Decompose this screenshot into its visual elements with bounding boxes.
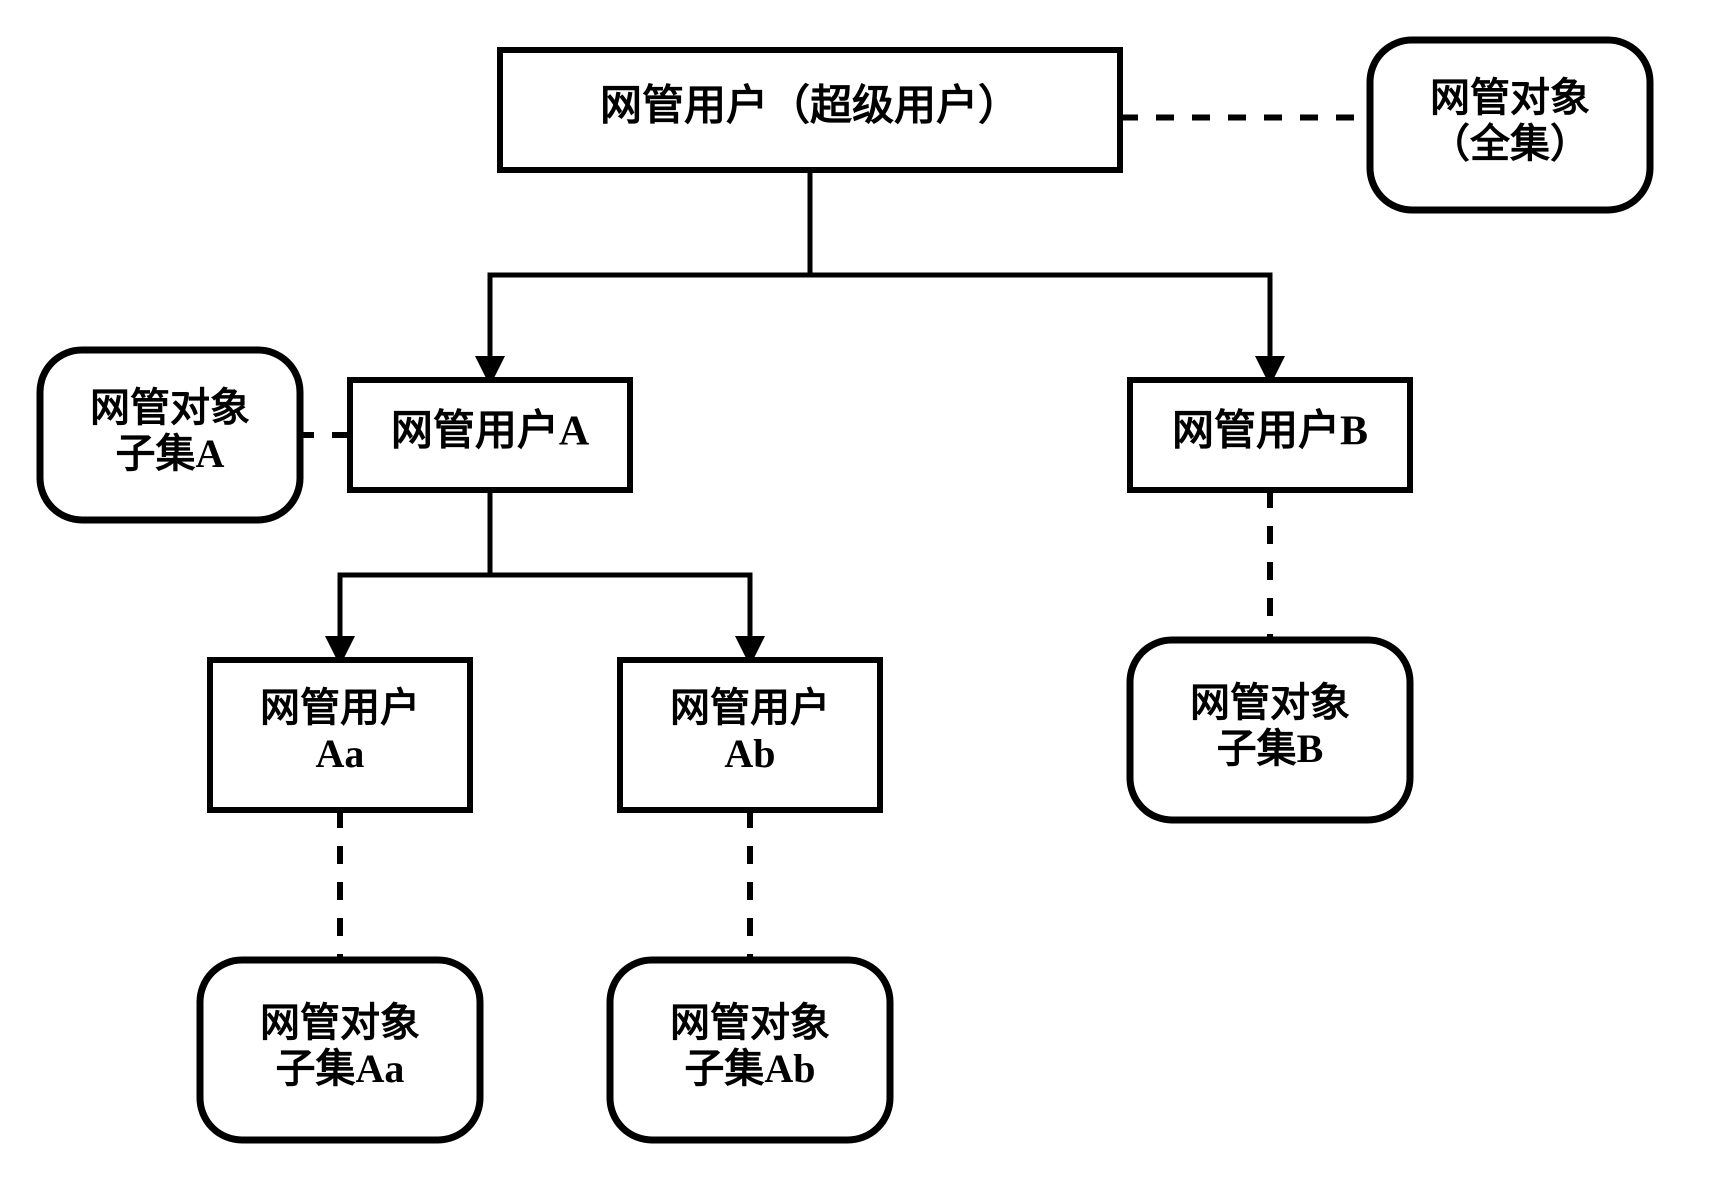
edge-root-userA — [490, 170, 810, 380]
node-label: 网管用户（超级用户） — [600, 83, 1020, 130]
node-label: 网管用户 — [260, 685, 420, 730]
edges-layer — [300, 118, 1370, 961]
node-objAa: 网管对象子集Aa — [200, 960, 480, 1140]
node-label: 子集Aa — [276, 1046, 405, 1091]
edge-root-userB — [810, 170, 1270, 380]
node-userAa: 网管用户Aa — [210, 660, 470, 810]
node-label: 子集A — [116, 431, 225, 476]
node-label: 网管对象 — [260, 1000, 420, 1045]
nodes-layer: 网管用户（超级用户）网管用户A网管用户B网管用户Aa网管用户Ab网管对象（全集）… — [40, 40, 1650, 1140]
node-label: 子集Ab — [684, 1046, 815, 1091]
node-root: 网管用户（超级用户） — [500, 50, 1120, 170]
node-objA: 网管对象子集A — [40, 350, 300, 520]
node-userAb: 网管用户Ab — [620, 660, 880, 810]
node-objAb: 网管对象子集Ab — [610, 960, 890, 1140]
node-label: Aa — [316, 731, 365, 776]
node-label: 网管对象 — [1190, 680, 1350, 725]
node-userB: 网管用户B — [1130, 380, 1410, 490]
node-label: （全集） — [1430, 121, 1590, 166]
edge-userA-userAb — [490, 490, 750, 660]
node-label: 网管用户 — [670, 685, 830, 730]
node-objB: 网管对象子集B — [1130, 640, 1410, 820]
node-label: Ab — [724, 731, 775, 776]
edge-userA-userAa — [340, 490, 490, 660]
node-objAll: 网管对象（全集） — [1370, 40, 1650, 210]
node-label: 子集B — [1217, 726, 1324, 771]
node-label: 网管对象 — [90, 385, 250, 430]
node-label: 网管用户A — [391, 408, 590, 455]
diagram-canvas: 网管用户（超级用户）网管用户A网管用户B网管用户Aa网管用户Ab网管对象（全集）… — [0, 0, 1732, 1195]
node-label: 网管对象 — [1430, 75, 1590, 120]
node-label: 网管对象 — [670, 1000, 830, 1045]
node-userA: 网管用户A — [350, 380, 630, 490]
node-label: 网管用户B — [1172, 408, 1368, 455]
